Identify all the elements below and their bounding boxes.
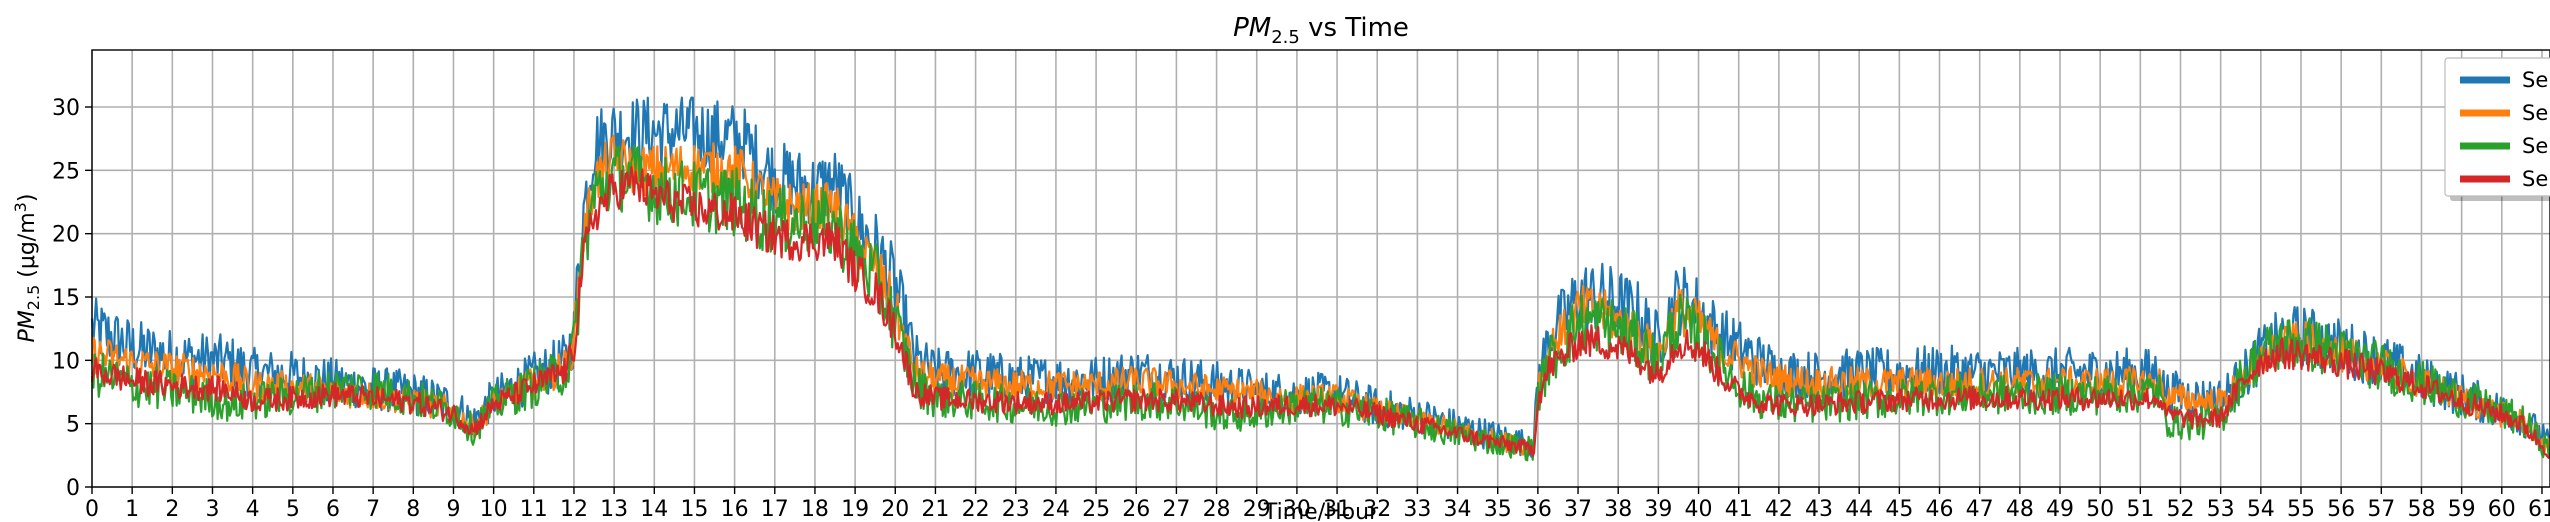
y-tick-label: 20 [52,223,80,248]
x-tick-label: 59 [2448,497,2476,522]
x-tick-label: 54 [2247,497,2275,522]
chart-title-symbol: PM [1233,13,1271,43]
x-tick-label: 43 [1805,497,1833,522]
x-tick-label: 49 [2046,497,2074,522]
legend-label-name: Sensor 0 [2522,68,2550,92]
x-tick-label: 2 [165,497,179,522]
x-tick-label: 33 [1403,497,1431,522]
axis-ticks: 0 1 2 3 4 5 6 7 8 9 10 11 12 13 14 15 16 17 18 19 20 21 22 23 24… [52,96,2550,522]
legend-label-name: Sensor 1 [2522,101,2550,125]
y-tick-label: 30 [52,96,80,121]
x-tick-label: 50 [2086,497,2114,522]
x-tick-label: 17 [761,497,789,522]
x-tick-label: 3 [205,497,219,522]
x-tick-label: 27 [1162,497,1190,522]
x-axis-label: Time/Hour [1263,500,1379,522]
x-tick-label: 56 [2327,497,2355,522]
x-tick-label: 21 [921,497,949,522]
x-tick-label: 8 [406,497,420,522]
x-tick-label: 55 [2287,497,2315,522]
y-axis-label-subscript: 2.5 [24,285,43,310]
x-tick-label: 45 [1885,497,1913,522]
x-tick-label: 46 [1926,497,1954,522]
legend-label-name: Sensor 3 [2522,167,2550,191]
x-tick-label: 24 [1042,497,1070,522]
y-axis-label-close: ) [15,194,40,203]
x-tick-label: 6 [326,497,340,522]
x-tick-label: 18 [801,497,829,522]
x-tick-label: 32 [1363,497,1391,522]
y-tick-label: 15 [52,286,80,311]
x-tick-label: 29 [1243,497,1271,522]
chart-title: PM2.5 vs Time [1233,13,1409,48]
x-tick-label: 20 [881,497,909,522]
x-tick-label: 44 [1845,497,1873,522]
series-line-sensor-3 [90,165,2550,459]
x-tick-label: 40 [1685,497,1713,522]
x-tick-label: 61 [2528,497,2550,522]
legend: Sensor 0 PM2.5 Sensor 1 PM2.5 Sensor 2 PM2… [2444,57,2550,201]
legend-label-sensor-0: Sensor 0 PM2.5 [2522,68,2550,97]
x-tick-label: 15 [680,497,708,522]
x-tick-label: 28 [1203,497,1231,522]
x-tick-label: 14 [640,497,668,522]
x-tick-label: 31 [1323,497,1351,522]
legend-label-name: Sensor 2 [2522,134,2550,158]
x-tick-label: 12 [560,497,588,522]
x-tick-label: 48 [2006,497,2034,522]
x-tick-label: 13 [600,497,628,522]
y-axis-label-symbol: PM [15,310,40,342]
y-tick-label: 10 [52,349,80,374]
x-tick-label: 0 [85,497,99,522]
chart-title-rest: vs Time [1300,13,1409,43]
x-tick-label: 34 [1444,497,1472,522]
series-line-sensor-2 [90,144,2550,462]
x-tick-label: 58 [2407,497,2435,522]
x-tick-label: 11 [520,497,548,522]
series-layer [90,96,2550,462]
y-tick-label: 25 [52,159,80,184]
x-tick-label: 9 [446,497,460,522]
x-tick-label: 4 [246,497,260,522]
x-tick-label: 35 [1484,497,1512,522]
legend-box [2444,57,2550,197]
x-tick-label: 25 [1082,497,1110,522]
x-tick-label: 41 [1725,497,1753,522]
y-axis-label: PM2.5 (μg/m3) [11,194,43,343]
x-tick-label: 10 [480,497,508,522]
legend-label-sensor-3: Sensor 3 PM2.5 [2522,167,2550,196]
x-tick-label: 37 [1564,497,1592,522]
x-tick-label: 51 [2126,497,2154,522]
x-tick-label: 57 [2367,497,2395,522]
x-tick-label: 42 [1765,497,1793,522]
x-tick-label: 26 [1122,497,1150,522]
x-tick-label: 16 [721,497,749,522]
y-axis-label-unit: (μg/m [15,212,40,284]
x-tick-label: 19 [841,497,869,522]
y-axis-label-superscript: 3 [11,202,30,212]
plot-frame [91,49,2550,488]
x-tick-label: 38 [1604,497,1632,522]
series-line-sensor-1 [90,134,2550,458]
x-tick-label: 53 [2207,497,2235,522]
x-tick-label: 7 [366,497,380,522]
x-tick-label: 52 [2166,497,2194,522]
chart-title-subscript: 2.5 [1271,27,1300,48]
x-tick-label: 47 [1966,497,1994,522]
x-tick-label: 5 [286,497,300,522]
x-tick-label: 1 [125,497,139,522]
x-tick-label: 36 [1524,497,1552,522]
x-tick-label: 30 [1283,497,1311,522]
x-tick-label: 23 [1002,497,1030,522]
x-tick-label: 39 [1644,497,1672,522]
legend-label-sensor-2: Sensor 2 PM2.5 [2522,134,2550,163]
legend-label-sensor-1: Sensor 1 PM2.5 [2522,101,2550,130]
x-tick-label: 22 [962,497,990,522]
x-tick-label: 60 [2488,497,2516,522]
y-tick-label: 0 [66,476,80,501]
y-tick-label: 5 [66,413,80,438]
